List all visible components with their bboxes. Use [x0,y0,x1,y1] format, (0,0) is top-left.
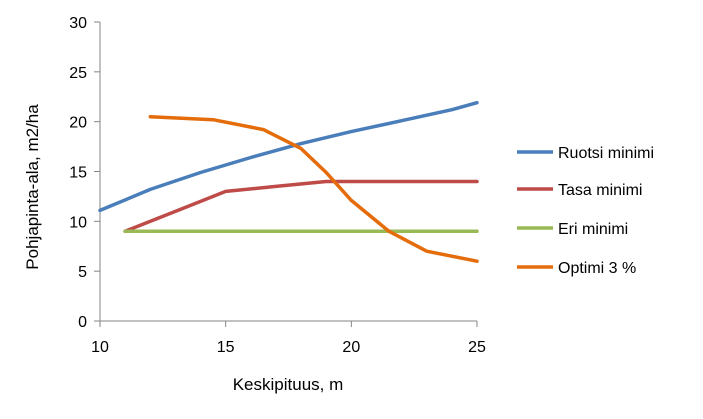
axes: 0 5 10 15 20 25 30 10 15 20 25 [69,15,486,356]
x-tick-label: 20 [342,339,360,356]
legend-label: Tasa minimi [558,182,642,199]
y-tick-label: 25 [69,65,87,82]
legend: Ruotsi minimi Tasa minimi Eri minimi Optimi… [517,145,654,277]
x-tick-label: 10 [91,339,109,356]
series-line-2 [123,179,479,234]
series-line-1 [98,100,479,213]
series-lines [98,100,479,263]
y-tick-label: 20 [69,115,87,132]
y-tick-label: 5 [78,264,87,281]
y-tick-label: 15 [69,165,87,182]
y-axis-title: Pohjapinta-ala, m2/ha [23,104,42,270]
legend-label: Ruotsi minimi [558,145,654,162]
x-axis-title: Keskipituus, m [233,375,344,394]
y-tick-label: 30 [69,15,87,32]
legend-label: Eri minimi [558,221,628,238]
x-tick-label: 25 [468,339,486,356]
legend-label: Optimi 3 % [558,260,636,277]
y-tick-label: 0 [78,314,87,331]
series-line-4 [148,114,479,263]
y-tick-label: 10 [69,214,87,231]
x-tick-label: 15 [217,339,235,356]
